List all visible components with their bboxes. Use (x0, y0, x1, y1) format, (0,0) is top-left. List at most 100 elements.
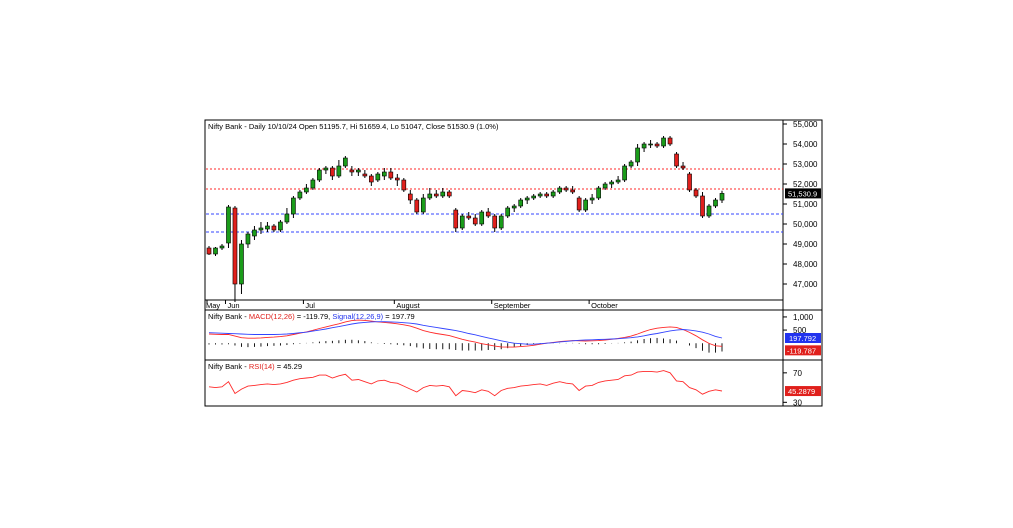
rsi-title-value: = 45.29 (275, 362, 302, 371)
y-tick-label: 51,000 (793, 200, 818, 209)
candle-body (388, 171, 394, 179)
candle-body (615, 179, 621, 183)
x-tick-label: August (396, 301, 420, 310)
candle-body (492, 215, 498, 229)
candle-body (654, 143, 660, 147)
signal-title-value: = 197.79 (383, 312, 415, 321)
candle-body (213, 247, 218, 255)
rsi-y-tick-label: 70 (793, 369, 802, 378)
macd-y-tick-label: 1,000 (793, 313, 814, 322)
candle-body (304, 187, 309, 193)
candle-body (427, 193, 433, 199)
candle-body (466, 215, 472, 219)
candle-body (343, 157, 348, 167)
candle-body (349, 169, 355, 173)
candle-body (687, 173, 692, 191)
candle-body (648, 143, 653, 146)
y-tick-label: 50,000 (793, 220, 818, 229)
candle-body (505, 207, 511, 217)
candle-body (719, 193, 725, 201)
candle-body (680, 165, 686, 169)
candle-body (232, 207, 238, 285)
candle-body (375, 173, 381, 181)
candle-body (472, 217, 478, 225)
candle-body (258, 227, 264, 231)
candle-body (291, 197, 296, 215)
signal-title-name: Signal(12,26,9) (332, 312, 383, 321)
signal-value-label: 197.792 (789, 334, 816, 343)
macd-series-line-macd (208, 319, 723, 348)
y-tick-label: 55,000 (793, 120, 818, 129)
rsi-value-label: 45.2879 (788, 387, 815, 396)
candle-body (382, 171, 387, 177)
x-tick-label: Jun (227, 301, 239, 310)
candle-body (570, 189, 575, 193)
candle-body (278, 221, 283, 231)
candle-body (700, 195, 705, 217)
candle-body (265, 225, 270, 230)
candle-body (459, 215, 465, 229)
candle-body (356, 169, 361, 173)
macd-title-name: MACD(12,26) (249, 312, 295, 321)
candle-body (531, 195, 536, 199)
candle-body (369, 175, 374, 183)
rsi-series-line (208, 370, 723, 397)
candle-body (589, 197, 595, 201)
candle-body (557, 187, 562, 193)
candle-body (518, 199, 524, 207)
macd-title-value: = -119.79, (295, 312, 333, 321)
candle-body (674, 153, 679, 167)
y-tick-label: 54,000 (793, 140, 818, 149)
x-tick-label: September (494, 301, 531, 310)
candle-body (252, 229, 257, 237)
candle-body (498, 215, 504, 229)
candle-body (537, 193, 543, 197)
candle-body (628, 161, 634, 167)
y-tick-label: 52,000 (793, 180, 818, 189)
candle-body (310, 179, 316, 189)
rsi-value-badge (785, 386, 821, 397)
candle-body (596, 187, 601, 199)
y-tick-label: 49,000 (793, 240, 818, 249)
macd-series-line-signal (208, 321, 723, 345)
candle-body (661, 137, 666, 147)
candle-body (226, 206, 231, 244)
candle-body (544, 193, 549, 197)
candle-body (563, 187, 569, 191)
chart-frame (204, 119, 823, 407)
candle-body (583, 199, 588, 211)
candle-body (550, 191, 556, 197)
macd-value-label: -119.787 (787, 346, 816, 355)
signal-value-badge (785, 332, 821, 343)
candle-body (401, 179, 407, 191)
price-title: Nifty Bank - Daily 10/10/24 Open 51195.7… (208, 122, 499, 131)
candle-body (395, 177, 400, 181)
candle-body (667, 137, 673, 145)
candle-body (407, 193, 413, 201)
candle-body (271, 225, 277, 231)
macd-title: Nifty Bank - MACD(12,26) = -119.79, Sign… (208, 312, 415, 321)
candle-body (362, 173, 368, 177)
macd-y-tick-label: 500 (793, 326, 807, 335)
x-tick-label: October (591, 301, 618, 310)
candle-body (323, 167, 329, 171)
candle-body (524, 197, 530, 201)
y-tick-label: 47,000 (793, 280, 818, 289)
candle-body (206, 247, 212, 255)
rsi-title-name: RSI(14) (249, 362, 275, 371)
x-tick-label: Jul (305, 301, 315, 310)
candle-body (336, 165, 342, 177)
last-price-label: 51,530.9 (788, 189, 817, 198)
candle-body (297, 191, 303, 199)
candle-body (635, 147, 640, 163)
candle-body (706, 205, 712, 217)
y-tick-label: 53,000 (793, 160, 818, 169)
candle-body (602, 183, 608, 189)
candle-body (239, 243, 244, 285)
macd-title-prefix: Nifty Bank - (208, 312, 249, 321)
macd-value-badge (785, 345, 821, 356)
candle-body (641, 143, 647, 149)
candle-body (713, 199, 718, 207)
